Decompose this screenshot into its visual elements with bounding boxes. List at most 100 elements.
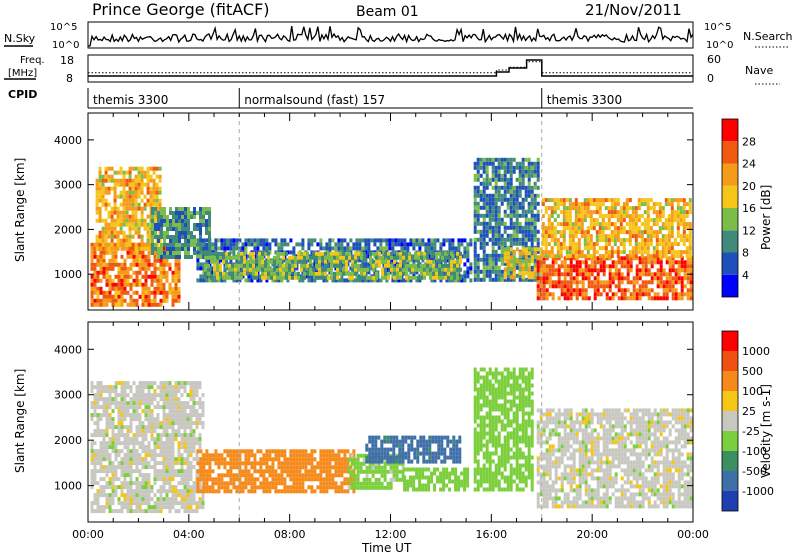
data-cell [521, 271, 525, 276]
data-cell [497, 237, 501, 242]
data-cell [450, 271, 453, 276]
data-cell [469, 242, 473, 247]
data-cell [232, 242, 236, 247]
data-cell [96, 405, 100, 410]
data-cell [611, 276, 615, 281]
data-cell [533, 185, 537, 190]
data-cell [631, 234, 635, 239]
data-cell [656, 260, 660, 265]
data-cell [180, 393, 184, 398]
data-cell [426, 267, 429, 272]
data-cell [244, 242, 248, 247]
data-cell [506, 251, 510, 256]
data-cell [527, 189, 531, 194]
data-cell [193, 223, 196, 227]
data-cell [572, 288, 576, 293]
data-cell [135, 258, 139, 263]
data-cell [189, 409, 193, 414]
data-cell [111, 449, 115, 454]
data-cell [503, 173, 507, 178]
data-cell [309, 263, 312, 268]
data-cell [219, 255, 222, 260]
data-cell [617, 268, 621, 273]
data-cell [159, 509, 163, 514]
data-cell [559, 234, 563, 239]
data-cell [330, 255, 333, 260]
data-cell [589, 254, 593, 259]
data-cell [548, 284, 552, 289]
data-cell [180, 401, 184, 406]
data-cell [144, 401, 148, 406]
colorbar-tick-label: 24 [742, 158, 756, 171]
data-cell [168, 385, 172, 390]
data-cell [154, 227, 157, 231]
data-cell [101, 202, 105, 207]
data-cell [670, 210, 674, 215]
data-cell [114, 489, 118, 494]
data-cell [527, 229, 531, 234]
data-cell [141, 457, 145, 462]
data-cell [143, 174, 147, 179]
data-cell [208, 473, 212, 478]
data-cell [500, 269, 504, 274]
data-cell [123, 389, 127, 394]
data-cell [388, 246, 392, 251]
data-cell [385, 242, 389, 247]
data-cell [575, 272, 579, 277]
data-cell [479, 213, 483, 218]
data-cell [628, 234, 632, 239]
data-cell [104, 206, 108, 211]
data-cell [689, 276, 693, 281]
colorbar-swatch [722, 274, 738, 297]
data-cell [604, 254, 608, 259]
data-cell [397, 278, 401, 283]
data-cell [187, 211, 190, 215]
y-tick-label: 4000 [54, 134, 82, 147]
data-cell [153, 294, 157, 299]
data-cell [297, 251, 300, 256]
data-cell [500, 173, 504, 178]
data-cell [544, 230, 548, 235]
data-cell [542, 276, 546, 281]
data-cell [122, 190, 126, 195]
data-cell [586, 234, 590, 239]
data-cell [683, 284, 687, 289]
data-cell [387, 251, 390, 256]
data-cell [524, 165, 528, 170]
data-cell [686, 296, 690, 301]
data-cell [403, 278, 407, 283]
data-cell [129, 473, 133, 478]
data-cell [569, 260, 573, 265]
data-cell [168, 381, 172, 386]
data-cell [205, 469, 209, 474]
data-cell [99, 405, 103, 410]
data-cell [134, 214, 138, 219]
data-cell [225, 259, 228, 264]
data-cell [608, 268, 612, 273]
data-cell [111, 409, 115, 414]
data-cell [90, 381, 94, 386]
data-cell [632, 292, 636, 297]
data-cell [497, 221, 501, 226]
data-cell [143, 202, 147, 207]
data-cell [482, 233, 486, 238]
data-cell [168, 290, 172, 295]
data-cell [183, 501, 187, 506]
data-cell [131, 214, 135, 219]
data-cell [646, 230, 650, 235]
data-cell [171, 489, 175, 494]
data-cell [619, 206, 623, 211]
data-cell [199, 219, 202, 223]
data-cell [450, 275, 453, 280]
data-cell [417, 267, 420, 272]
data-cell [93, 250, 97, 255]
data-cell [180, 457, 184, 462]
data-cell [482, 181, 486, 186]
data-cell [177, 429, 181, 434]
data-cell [276, 259, 279, 264]
data-cell [140, 174, 144, 179]
data-cell [473, 229, 477, 234]
data-cell [491, 261, 495, 266]
data-cell [180, 481, 184, 486]
data-cell [521, 233, 525, 238]
